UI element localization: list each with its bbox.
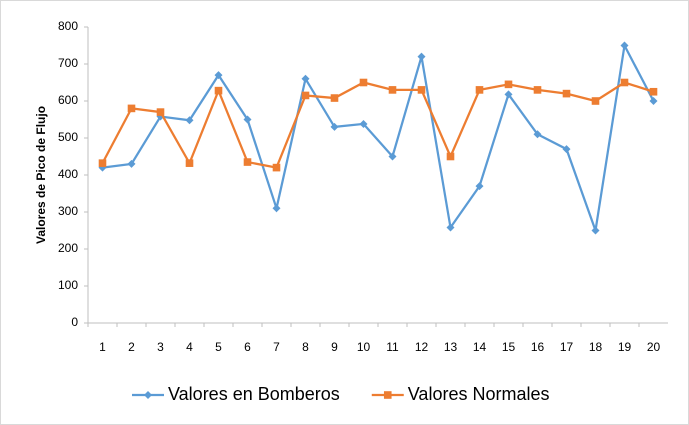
x-tick-label: 16 xyxy=(531,340,545,354)
marker xyxy=(214,86,223,95)
marker xyxy=(272,163,281,172)
marker xyxy=(649,87,658,96)
marker xyxy=(446,152,455,161)
marker xyxy=(185,116,194,125)
x-tick-label: 8 xyxy=(302,340,309,354)
marker xyxy=(144,391,152,399)
y-tick-label: 700 xyxy=(58,56,78,70)
marker xyxy=(649,97,658,105)
marker xyxy=(533,86,542,94)
marker xyxy=(562,89,571,98)
series-line xyxy=(101,81,654,169)
marker xyxy=(446,223,455,232)
marker xyxy=(127,104,136,113)
marker xyxy=(533,130,542,139)
marker xyxy=(243,115,252,124)
marker xyxy=(620,78,629,87)
marker xyxy=(359,78,368,87)
marker xyxy=(591,226,600,235)
marker xyxy=(504,90,513,99)
x-tick-label: 14 xyxy=(473,340,487,354)
marker xyxy=(620,41,629,50)
marker xyxy=(185,159,194,167)
marker xyxy=(330,122,339,131)
y-tick-label: 400 xyxy=(58,167,78,181)
marker xyxy=(272,204,281,213)
y-axis-title: Valores de Pico de Flujo xyxy=(34,106,48,244)
marker xyxy=(591,97,600,105)
x-tick-label: 12 xyxy=(415,340,429,354)
x-tick-label: 10 xyxy=(357,340,371,354)
x-tick-label: 19 xyxy=(618,340,632,354)
marker xyxy=(417,86,426,94)
y-tick-label: 0 xyxy=(71,315,78,329)
x-tick-label: 5 xyxy=(215,340,222,354)
x-tick-label: 7 xyxy=(273,340,280,354)
x-tick-label: 1 xyxy=(99,340,106,354)
x-tick-label: 17 xyxy=(560,340,574,354)
x-tick-label: 6 xyxy=(244,340,251,354)
marker xyxy=(417,52,426,61)
marker xyxy=(98,159,107,167)
x-tick-label: 4 xyxy=(186,340,193,354)
series-line xyxy=(102,41,655,231)
x-tick-label: 3 xyxy=(157,340,164,354)
marker xyxy=(504,80,513,89)
y-tick-label: 600 xyxy=(58,93,78,107)
marker xyxy=(301,74,310,83)
x-tick-label: 11 xyxy=(386,340,399,354)
y-tick-label: 800 xyxy=(58,19,78,33)
legend-text: Valores en Bomberos xyxy=(168,384,340,404)
x-tick-label: 13 xyxy=(444,340,458,354)
marker xyxy=(383,391,392,399)
marker xyxy=(388,86,397,94)
marker xyxy=(562,145,571,154)
x-tick-label: 9 xyxy=(331,340,338,354)
marker xyxy=(475,182,484,191)
y-tick-label: 200 xyxy=(58,241,78,255)
marker xyxy=(330,94,339,102)
marker xyxy=(388,152,397,161)
marker xyxy=(156,108,165,116)
marker xyxy=(301,91,310,100)
marker xyxy=(243,158,252,166)
y-tick-label: 500 xyxy=(58,130,78,144)
y-tick-label: 300 xyxy=(58,204,78,218)
legend-text: Valores Normales xyxy=(408,384,550,404)
marker xyxy=(359,119,368,128)
x-tick-label: 20 xyxy=(647,340,661,354)
y-tick-label: 100 xyxy=(58,278,78,292)
x-tick-label: 15 xyxy=(502,340,516,354)
x-tick-label: 18 xyxy=(589,340,603,354)
x-tick-label: 2 xyxy=(128,340,135,354)
marker xyxy=(214,71,223,80)
marker xyxy=(475,86,484,94)
marker xyxy=(127,159,136,168)
